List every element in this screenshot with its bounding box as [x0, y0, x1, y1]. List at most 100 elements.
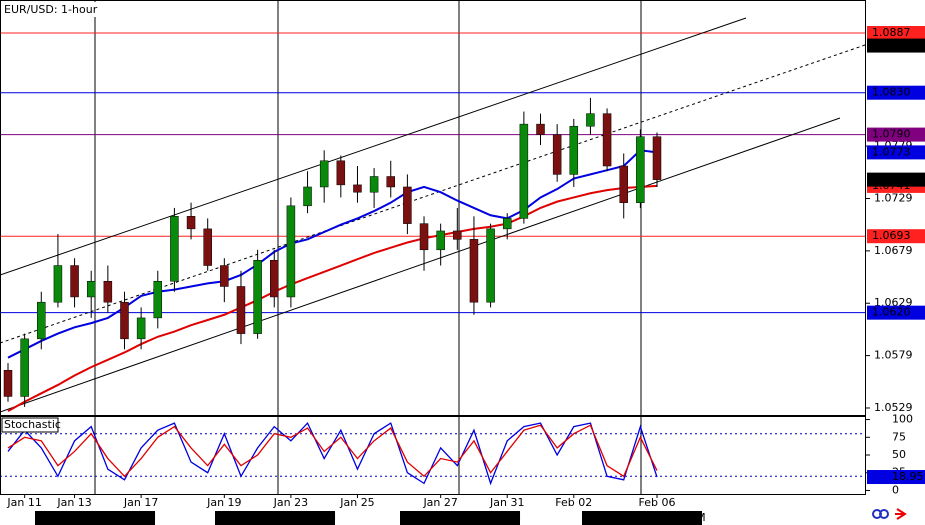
stoch-line	[7, 424, 658, 478]
candle-body	[153, 280, 163, 319]
time-marker-bg	[35, 511, 155, 525]
channel	[0, 17, 866, 413]
price-box-label: 1.0887	[872, 26, 911, 39]
price-box	[867, 38, 925, 53]
candle-body	[552, 134, 562, 175]
candle-body	[53, 265, 63, 303]
candle-body	[170, 216, 179, 282]
week-separators	[94, 0, 642, 495]
stoch-tick-label: 75	[892, 430, 906, 443]
stoch-value-label: 18.95	[892, 470, 924, 483]
time-marker: Jan 23, 2017 4:00 AM	[217, 511, 336, 524]
candle-body	[369, 176, 379, 193]
price-box	[867, 25, 925, 40]
candle-body	[70, 265, 79, 298]
price-scale	[866, 0, 925, 495]
x-tick-label: Feb 02	[555, 496, 592, 509]
y-tick-label: 1.0529	[874, 401, 913, 414]
price-box	[867, 305, 925, 320]
time-marker: Feb 06, 2017 4:00 AM	[585, 511, 706, 524]
time-marker: Jan 16, 2017 4:00 AM	[37, 511, 156, 524]
stoch-value-box	[867, 470, 925, 485]
candle-body	[436, 230, 445, 251]
candle-body	[286, 205, 296, 298]
time-marker-bg	[215, 511, 335, 525]
link-icon[interactable]	[872, 509, 890, 519]
price-box-label: 1.0620	[872, 306, 911, 319]
candle-body	[270, 260, 279, 298]
x-tick-label: Jan 27	[422, 496, 457, 509]
price-box	[867, 229, 925, 244]
x-tick-label: Jan 19	[206, 496, 241, 509]
arrow-icon[interactable]	[895, 508, 907, 520]
stoch-title: Stochastic	[4, 418, 61, 431]
toolbar-icons[interactable]	[872, 508, 907, 520]
candle-body	[136, 317, 146, 340]
candle-body	[220, 265, 229, 287]
candle-body	[469, 239, 479, 303]
candle-body	[86, 280, 96, 298]
candle-body	[619, 165, 628, 203]
chart-title: EUR/USD: 1-hour	[4, 3, 98, 16]
stoch-tick-label: 50	[892, 448, 906, 461]
price-box-label: 1.0875	[872, 39, 911, 52]
time-marker: Jan 30, 2017 6:00 AM	[402, 511, 521, 524]
candle-body	[486, 228, 495, 303]
candle-body	[20, 338, 29, 397]
candle-body	[319, 160, 329, 188]
candle-body	[403, 186, 412, 224]
moving-average	[7, 149, 658, 359]
candle-body	[203, 228, 212, 266]
title-bg	[2, 2, 96, 17]
candle-body	[186, 216, 196, 230]
price-box-label: 1.0830	[872, 86, 911, 99]
channel-lower	[0, 117, 841, 413]
x-tick-label: Jan 31	[489, 496, 524, 509]
x-tick-label: Jan 25	[339, 496, 374, 509]
channel-upper	[0, 17, 747, 276]
price-box-label: 1.0773	[872, 145, 911, 158]
price-box	[867, 85, 925, 100]
candle-body	[353, 184, 362, 193]
candle-body	[586, 113, 595, 127]
stoch-title-bg	[1, 417, 59, 433]
candle-body	[236, 286, 246, 334]
x-tick-label: Jan 17	[123, 496, 158, 509]
price-pane	[0, 0, 866, 416]
x-tick-label: Jan 13	[56, 496, 91, 509]
y-tick-label: 1.0679	[874, 244, 913, 257]
x-tick-label: Feb 06	[639, 496, 676, 509]
price-box	[867, 145, 925, 160]
time-marker-bg	[582, 511, 702, 525]
stochastic-pane	[0, 416, 866, 495]
candle-body	[536, 123, 545, 135]
candle-body	[569, 125, 579, 175]
candle-body	[652, 136, 662, 180]
price-box	[867, 127, 925, 142]
x-tick-label: Jan 11	[6, 496, 41, 509]
candle-body	[519, 123, 529, 219]
price-box-label: 1.0790	[872, 128, 911, 141]
stoch-tick-label: 100	[892, 413, 913, 426]
candle-body	[386, 176, 395, 188]
channel-mid	[0, 44, 866, 344]
candle-body	[303, 186, 312, 207]
candle-body	[502, 218, 512, 230]
time-marker-bg	[400, 511, 520, 525]
candle-body	[636, 136, 645, 203]
candle-body	[602, 113, 612, 167]
candle-body	[120, 301, 129, 340]
price-box-label: 1.0693	[872, 229, 911, 242]
y-tick-label: 1.0579	[874, 349, 913, 362]
moving-average	[7, 184, 658, 412]
candle-body	[3, 370, 13, 397]
price-box	[867, 172, 925, 187]
candle-body	[253, 260, 262, 334]
stoch-tick-label: 0	[892, 483, 899, 496]
x-tick-label: Jan 23	[273, 496, 308, 509]
candle-body	[419, 223, 429, 251]
y-tick-label: 1.0729	[874, 191, 913, 204]
candle-body	[103, 280, 113, 303]
